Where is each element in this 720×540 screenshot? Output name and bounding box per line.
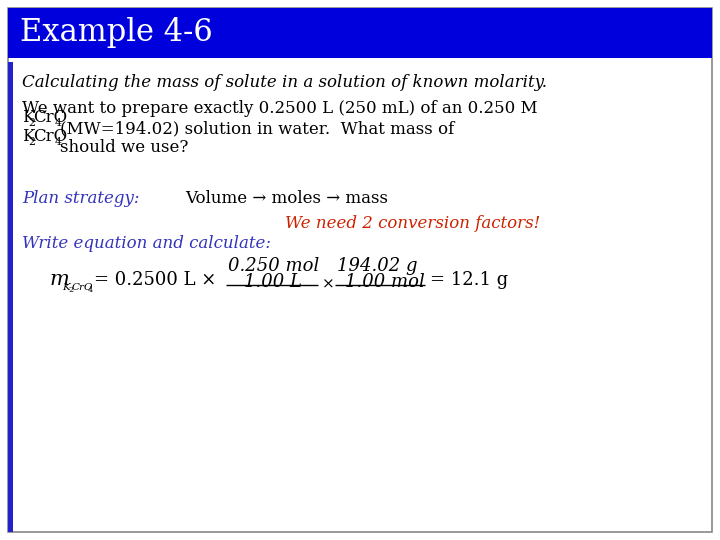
- Text: We want to prepare exactly 0.2500 L (250 mL) of an 0.250 M: We want to prepare exactly 0.2500 L (250…: [22, 100, 538, 117]
- Text: ×: ×: [322, 278, 335, 292]
- Text: 2: 2: [29, 118, 35, 128]
- Text: 2: 2: [29, 137, 35, 147]
- Text: 4: 4: [55, 137, 62, 147]
- Text: m: m: [50, 270, 70, 289]
- Text: 4: 4: [88, 287, 93, 294]
- Text: = 12.1 g: = 12.1 g: [430, 271, 508, 289]
- Text: K: K: [22, 109, 35, 126]
- Text: We need 2 conversion factors!: We need 2 conversion factors!: [285, 215, 540, 232]
- Text: should we use?: should we use?: [60, 139, 189, 156]
- Text: 0.250 mol: 0.250 mol: [228, 257, 319, 275]
- Text: Volume → moles → mass: Volume → moles → mass: [185, 190, 388, 207]
- Text: Calculating the mass of solute in a solution of known molarity.: Calculating the mass of solute in a solu…: [22, 74, 547, 91]
- Text: CrO: CrO: [33, 128, 68, 145]
- Text: CrO: CrO: [72, 283, 94, 292]
- Text: 2: 2: [68, 287, 73, 294]
- Text: Plan strategy:: Plan strategy:: [22, 190, 140, 207]
- Text: Example 4-6: Example 4-6: [20, 17, 212, 49]
- Text: 1.00 mol: 1.00 mol: [345, 273, 425, 291]
- Bar: [8, 62, 13, 532]
- Text: 1.00 L: 1.00 L: [244, 273, 302, 291]
- Text: K: K: [22, 128, 35, 145]
- Text: 194.02 g: 194.02 g: [337, 257, 418, 275]
- Bar: [8, 8, 712, 58]
- Text: 4: 4: [55, 118, 62, 128]
- Text: = 0.2500 L ×: = 0.2500 L ×: [94, 271, 217, 289]
- Text: CrO: CrO: [33, 109, 68, 126]
- Text: Write equation and calculate:: Write equation and calculate:: [22, 235, 271, 252]
- Text: K: K: [62, 283, 70, 292]
- Text: (MW=194.02) solution in water.  What mass of: (MW=194.02) solution in water. What mass…: [60, 120, 454, 137]
